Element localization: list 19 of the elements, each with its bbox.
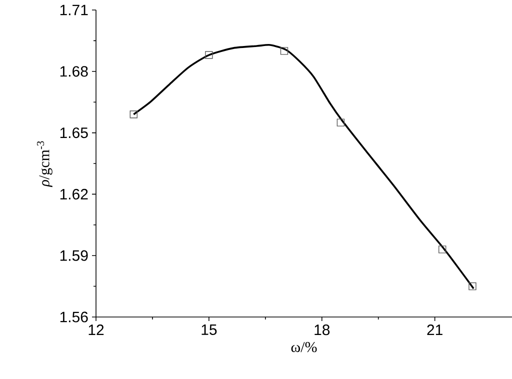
x-axis-title: ω/% [291, 342, 317, 352]
point [438, 246, 446, 254]
y-tick-label: 1.59 [60, 250, 88, 261]
point [280, 47, 288, 55]
y-tick-label: 1.71 [60, 4, 88, 16]
x-tick-label: 12 [88, 324, 104, 335]
y-tick-label: 1.68 [60, 66, 88, 77]
line-series [132, 44, 474, 290]
x-tick-label: 15 [202, 324, 217, 335]
y-tick-label: 1.62 [60, 188, 88, 200]
point [205, 51, 213, 59]
y-tick-label: 1.56 [60, 312, 88, 322]
x-tick-label: 18 [314, 324, 330, 336]
point [336, 118, 345, 126]
point [130, 110, 138, 118]
y-tick-label: 1.65 [60, 127, 88, 138]
y-axis-title: ρ/gcm$^{-3}$ [37, 141, 52, 188]
x-tick-label: 21 [427, 324, 442, 335]
point [468, 282, 476, 290]
